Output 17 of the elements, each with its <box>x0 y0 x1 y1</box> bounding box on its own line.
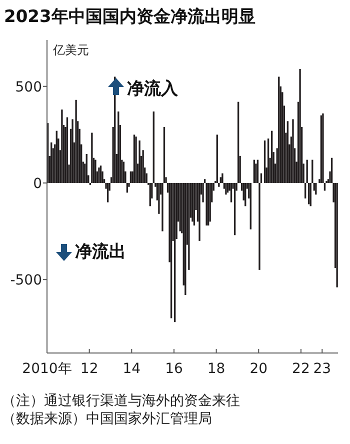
y-axis-title: 亿美元 <box>52 43 89 57</box>
x-tick-label: 2010年 <box>22 361 72 377</box>
x-tick-label: 20 <box>250 361 268 377</box>
x-tick-label: 16 <box>165 361 183 377</box>
y-tick-label: 0 <box>33 176 42 192</box>
annotation: 净流入 <box>127 79 179 99</box>
x-tick-label: 18 <box>207 361 226 377</box>
y-tick-label: -500 <box>10 272 42 289</box>
x-tick-label: 23 <box>313 361 332 377</box>
text: （注）通过银行渠道与海外的资金来往 <box>2 393 240 409</box>
annotation: 净流出 <box>75 242 126 262</box>
x-tick-label: 12 <box>80 361 98 377</box>
chart-title: 2023年中国国内资金净流出明显 <box>4 7 256 27</box>
x-tick-label: 14 <box>122 361 141 377</box>
text: （数据来源）中国国家外汇管理局 <box>2 411 212 427</box>
y-tick-label: 500 <box>15 79 42 96</box>
x-tick-label: 22 <box>292 361 310 377</box>
